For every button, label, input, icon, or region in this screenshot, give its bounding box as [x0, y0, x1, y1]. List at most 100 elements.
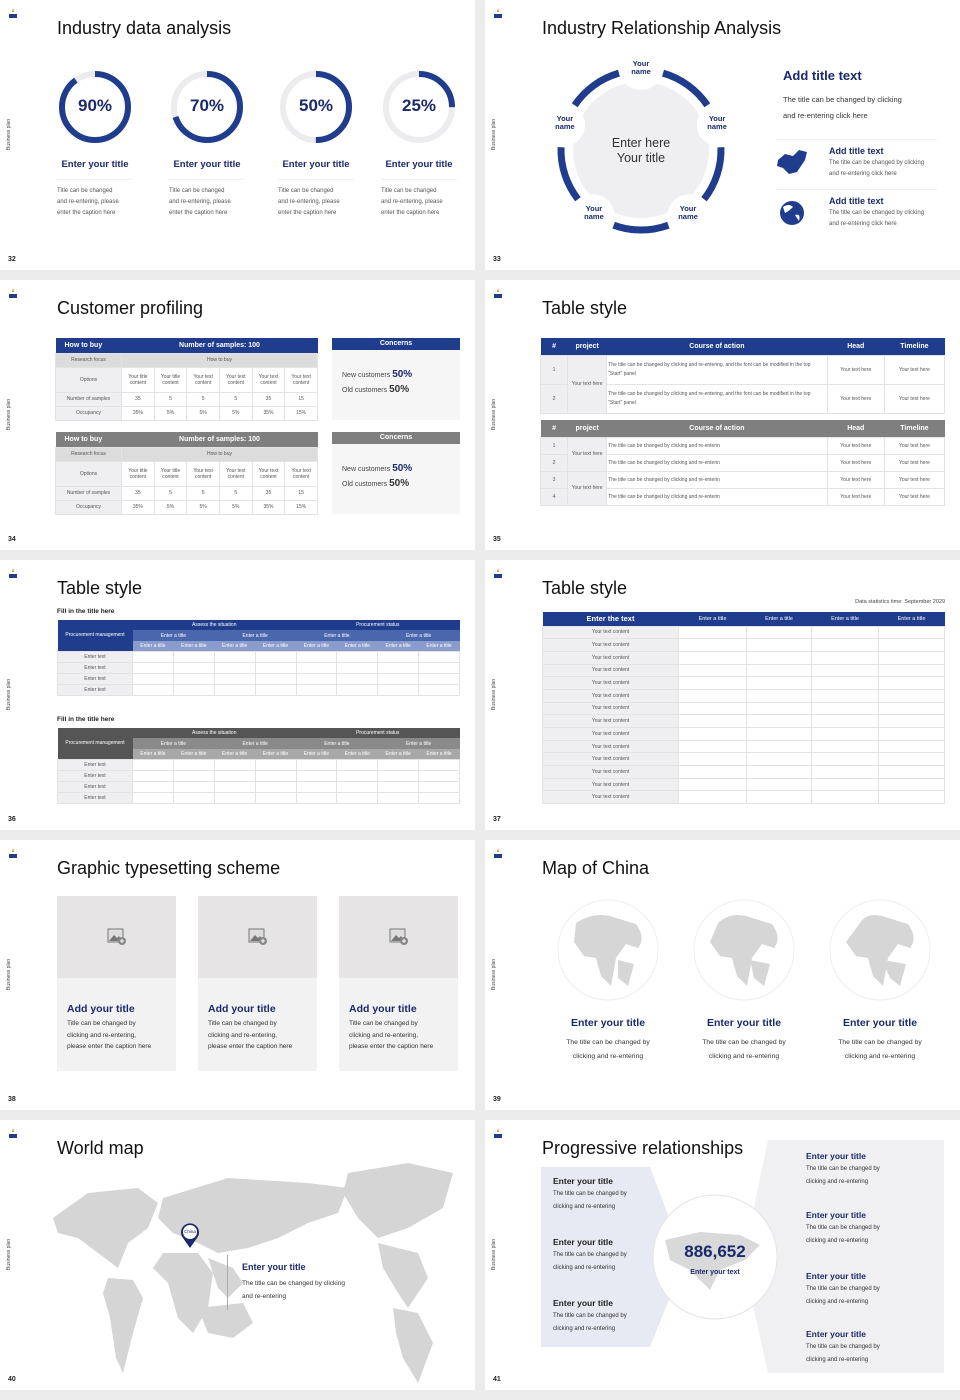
cell[interactable]	[295, 758, 338, 771]
cell[interactable]	[746, 701, 812, 716]
cell[interactable]	[377, 758, 420, 771]
cell[interactable]	[678, 752, 747, 767]
cell[interactable]	[213, 769, 256, 782]
cycle-node-name[interactable]: Your name	[707, 114, 727, 132]
cell[interactable]	[213, 650, 256, 663]
cycle-node-name[interactable]: Your name	[555, 114, 575, 132]
cell[interactable]	[213, 791, 256, 804]
cell[interactable]	[746, 688, 812, 703]
cell[interactable]	[811, 790, 879, 805]
cycle-node-name[interactable]: Your name	[678, 203, 698, 221]
cell[interactable]	[418, 758, 460, 771]
cell[interactable]	[418, 769, 460, 782]
cell[interactable]	[811, 714, 879, 728]
location-pin-icon[interactable]	[179, 1221, 201, 1249]
cell[interactable]	[418, 672, 460, 685]
cell[interactable]	[213, 683, 256, 696]
cell[interactable]	[878, 765, 945, 779]
cell[interactable]	[172, 758, 215, 771]
cell[interactable]	[678, 739, 747, 754]
cell[interactable]	[811, 676, 879, 690]
image-placeholder[interactable]	[339, 896, 458, 978]
cell[interactable]	[878, 625, 945, 640]
cell[interactable]	[172, 683, 215, 696]
cell[interactable]	[336, 769, 379, 782]
cell[interactable]	[418, 661, 460, 674]
cell[interactable]	[213, 780, 256, 793]
cell[interactable]	[132, 650, 174, 663]
cell[interactable]	[678, 777, 747, 792]
cell[interactable]	[878, 739, 945, 754]
cell[interactable]	[878, 752, 945, 767]
cell[interactable]	[678, 663, 747, 678]
cell[interactable]	[878, 638, 945, 652]
cell[interactable]	[172, 650, 215, 663]
cycle-node-name[interactable]: Your name	[584, 203, 604, 221]
cell[interactable]	[811, 701, 879, 716]
cycle-node-name[interactable]: Your name	[631, 59, 651, 76]
cell[interactable]	[878, 777, 945, 792]
slide-33[interactable]: Business plan 33 Industry Relationship A…	[485, 0, 960, 270]
cell[interactable]	[213, 758, 256, 771]
cell[interactable]	[377, 672, 420, 685]
cell[interactable]	[811, 752, 879, 767]
image-placeholder[interactable]	[57, 896, 176, 978]
cell[interactable]	[254, 769, 297, 782]
cell[interactable]	[132, 683, 174, 696]
cell[interactable]	[678, 701, 747, 716]
cell[interactable]	[678, 765, 747, 779]
cell[interactable]	[746, 676, 812, 690]
cell[interactable]	[678, 638, 747, 652]
cell[interactable]	[878, 676, 945, 690]
cell[interactable]	[746, 777, 812, 792]
cell[interactable]	[811, 638, 879, 652]
cell[interactable]	[878, 701, 945, 716]
slide-41[interactable]: Business plan 41 Progressive relationshi…	[485, 1120, 960, 1390]
cell[interactable]	[878, 790, 945, 805]
image-placeholder[interactable]	[198, 896, 317, 978]
cell[interactable]	[746, 625, 812, 640]
add-image-icon[interactable]	[248, 928, 268, 946]
cell[interactable]	[377, 661, 420, 674]
cell[interactable]	[678, 727, 747, 741]
cell[interactable]	[746, 663, 812, 678]
cell[interactable]	[295, 683, 338, 696]
cell[interactable]	[418, 780, 460, 793]
cell[interactable]	[336, 661, 379, 674]
cell[interactable]	[377, 780, 420, 793]
cell[interactable]	[811, 727, 879, 741]
cell[interactable]	[811, 688, 879, 703]
cell[interactable]	[878, 714, 945, 728]
cell[interactable]	[336, 683, 379, 696]
slide-36[interactable]: Business plan 36 Table style Fill in the…	[0, 560, 475, 830]
cell[interactable]	[213, 661, 256, 674]
cell[interactable]	[377, 683, 420, 696]
cell[interactable]	[878, 688, 945, 703]
cell[interactable]	[746, 714, 812, 728]
cell[interactable]	[746, 765, 812, 779]
cell[interactable]	[132, 661, 174, 674]
cell[interactable]	[418, 791, 460, 804]
cell[interactable]	[254, 683, 297, 696]
cell[interactable]	[746, 739, 812, 754]
cell[interactable]	[746, 752, 812, 767]
slide-39[interactable]: Business plan 39 Map of China Enter your…	[485, 840, 960, 1110]
cell[interactable]	[336, 650, 379, 663]
cell[interactable]	[811, 777, 879, 792]
cell[interactable]	[172, 780, 215, 793]
cell[interactable]	[336, 672, 379, 685]
cell[interactable]	[295, 769, 338, 782]
cell[interactable]	[295, 791, 338, 804]
cell[interactable]	[172, 661, 215, 674]
slide-34[interactable]: Business plan 34 Customer profiling How …	[0, 280, 475, 550]
cell[interactable]	[295, 672, 338, 685]
cell[interactable]	[295, 650, 338, 663]
add-image-icon[interactable]	[107, 928, 127, 946]
cell[interactable]	[811, 650, 879, 665]
cell[interactable]	[377, 791, 420, 804]
cell[interactable]	[811, 625, 879, 640]
cell[interactable]	[678, 790, 747, 805]
cell[interactable]	[336, 758, 379, 771]
cell[interactable]	[254, 661, 297, 674]
slide-32[interactable]: Business plan 32 Industry data analysis …	[0, 0, 475, 270]
